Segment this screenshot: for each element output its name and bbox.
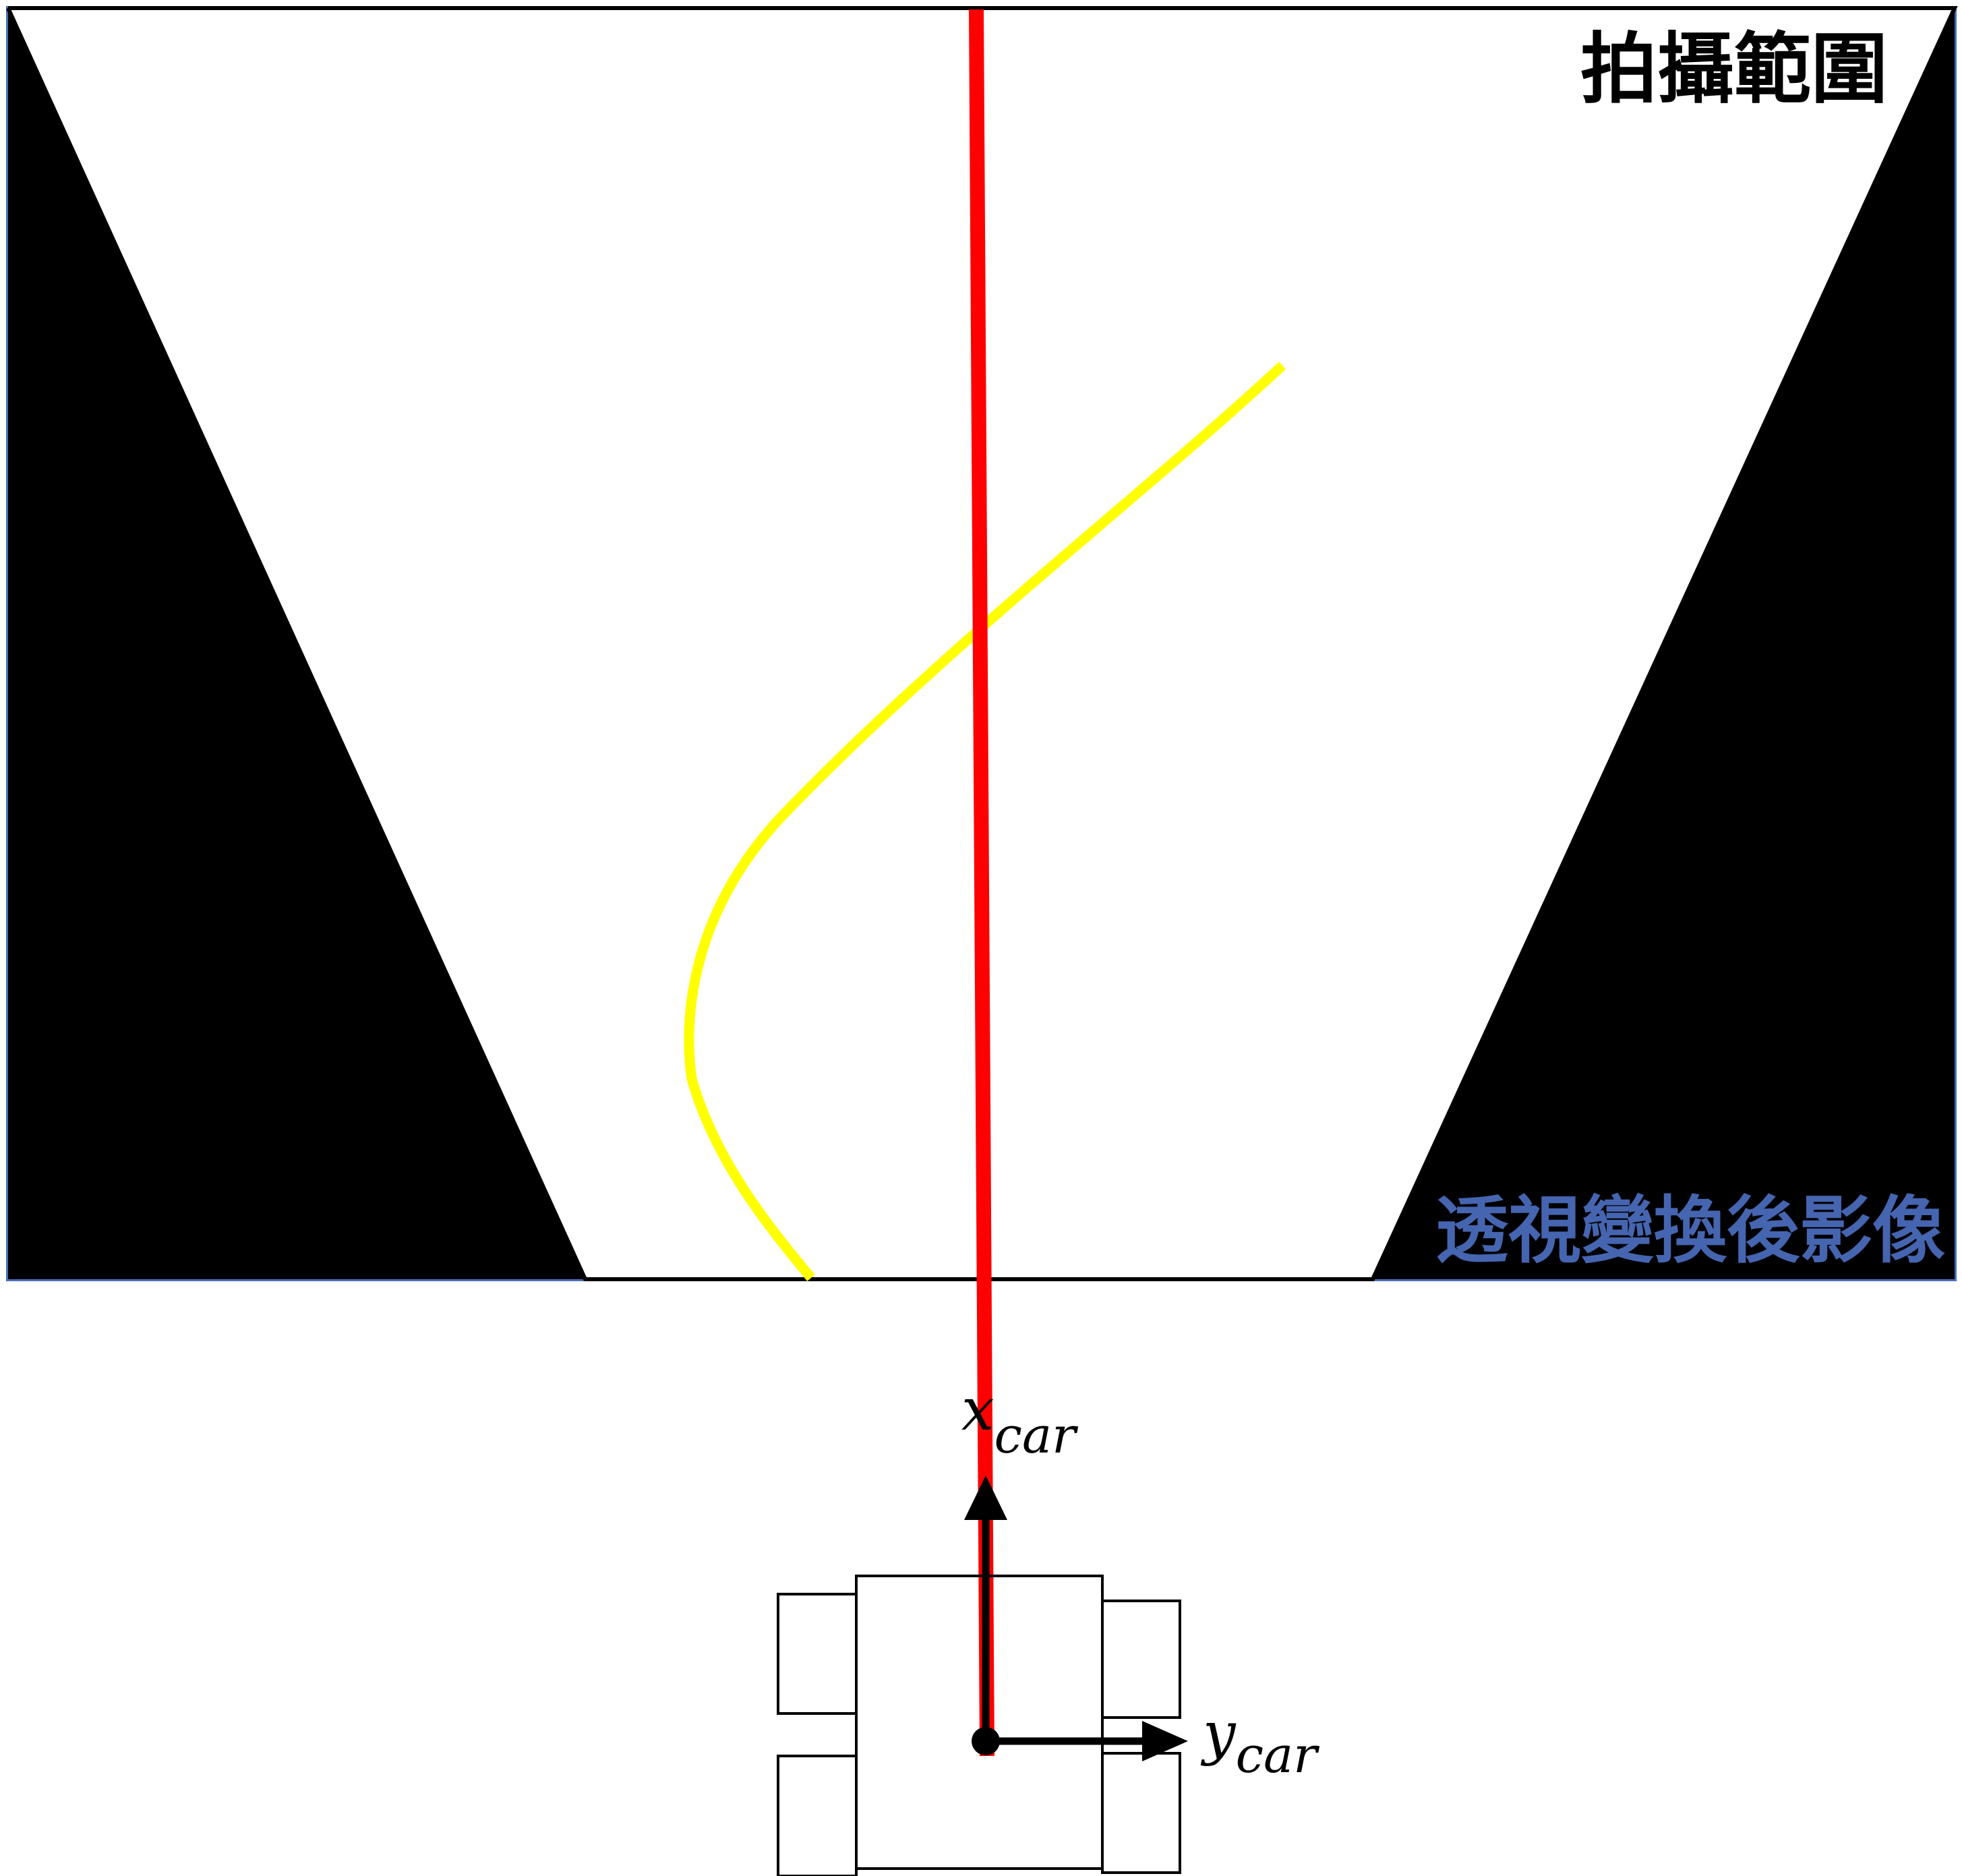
transformed-image-label: 透視變換後影像 — [1435, 1188, 1945, 1273]
capture-range-outline — [6, 6, 1958, 1281]
lane-curve — [684, 361, 1286, 1281]
front-right-wheel — [1101, 1600, 1181, 1719]
rear-left-wheel — [777, 1755, 858, 1876]
x-car-axis-symbol: x — [961, 1376, 994, 1444]
rear-right-wheel — [1101, 1752, 1181, 1874]
y-car-axis-arrowhead — [1142, 1721, 1188, 1761]
car-chassis — [855, 1575, 1104, 1870]
y-car-axis-symbol: y — [1200, 1700, 1237, 1767]
vehicle-heading-reference-line — [969, 9, 994, 1757]
capture-range-label: 拍攝範圍 — [1580, 24, 1888, 114]
x-car-axis-subscript: car — [994, 1407, 1079, 1465]
front-left-wheel — [777, 1593, 858, 1715]
y-car-axis-label: ycar — [1200, 1700, 1320, 1784]
x-car-axis-label: xcar — [961, 1376, 1079, 1465]
car-origin-dot — [972, 1727, 1000, 1755]
car-coordinate-frame — [964, 1475, 1188, 1761]
y-car-axis-subscript: car — [1236, 1726, 1321, 1784]
car-body — [777, 1575, 1181, 1876]
x-car-axis-arrowhead — [964, 1475, 1007, 1520]
